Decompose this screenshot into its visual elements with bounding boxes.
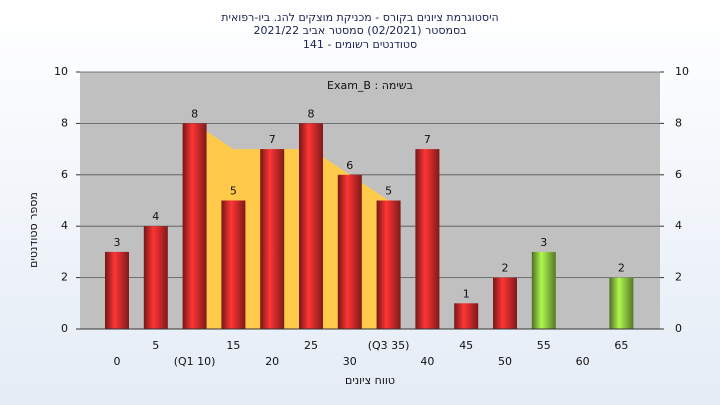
x-axis-label: טווח ציונים — [345, 374, 395, 387]
chart-title: סטודנטים רשומים - 141 — [303, 38, 417, 51]
bar — [493, 277, 517, 329]
y-tick-label: 10 — [675, 65, 689, 78]
y-tick-label: 10 — [54, 65, 68, 78]
chart-title: היסטוגרמת ציונים בקורס - מכניקת מוצקים ל… — [221, 11, 498, 24]
data-label: 1 — [463, 287, 470, 300]
x-tick-label: 25 — [304, 339, 318, 352]
y-tick-label: 6 — [61, 168, 68, 181]
data-label: 6 — [346, 159, 353, 172]
data-label: 3 — [114, 236, 121, 249]
y-tick-label: 2 — [675, 271, 682, 284]
data-label: 5 — [230, 185, 237, 198]
data-label: 2 — [618, 262, 625, 275]
x-tick-label: 65 — [614, 339, 628, 352]
data-label: 2 — [502, 262, 509, 275]
x-tick-label: (Q1 10) — [174, 355, 216, 368]
x-tick-label: 40 — [420, 355, 434, 368]
y-tick-label: 0 — [675, 322, 682, 335]
data-label: 8 — [308, 107, 315, 120]
x-tick-label: 0 — [114, 355, 121, 368]
x-tick-label: 5 — [152, 339, 159, 352]
x-tick-label: 60 — [576, 355, 590, 368]
y-axis-label: מספר סטודנטים — [27, 192, 40, 268]
y-tick-label: 8 — [61, 116, 68, 129]
y-tick-label: 4 — [61, 219, 68, 232]
data-label: 5 — [385, 185, 392, 198]
x-tick-label: 50 — [498, 355, 512, 368]
x-tick-label: 45 — [459, 339, 473, 352]
bar — [376, 200, 401, 329]
bar — [299, 123, 323, 330]
data-label: 7 — [269, 133, 276, 146]
bar — [609, 277, 634, 329]
annotation: Exam_B : בשימה — [327, 79, 413, 92]
bar — [415, 149, 440, 329]
bar — [531, 251, 556, 329]
data-label: 8 — [191, 107, 198, 120]
bar — [182, 123, 207, 330]
x-tick-label: 55 — [537, 339, 551, 352]
chart-title: בסמסטר (02/2021) סמסטר אביב 2021/22 — [253, 24, 466, 37]
data-label: 3 — [540, 236, 547, 249]
y-tick-label: 4 — [675, 219, 682, 232]
bar — [337, 174, 362, 329]
y-tick-label: 6 — [675, 168, 682, 181]
y-tick-label: 0 — [61, 322, 68, 335]
x-tick-label: (Q3 35) — [368, 339, 410, 352]
bar — [454, 303, 479, 329]
bar — [260, 149, 285, 329]
y-tick-label: 2 — [61, 271, 68, 284]
bar — [221, 200, 246, 329]
bar — [105, 251, 129, 329]
y-tick-label: 8 — [675, 116, 682, 129]
data-label: 7 — [424, 133, 431, 146]
bar — [143, 226, 168, 329]
x-tick-label: 30 — [343, 355, 357, 368]
x-tick-label: 15 — [226, 339, 240, 352]
data-label: 4 — [152, 210, 159, 223]
x-tick-label: 20 — [265, 355, 279, 368]
